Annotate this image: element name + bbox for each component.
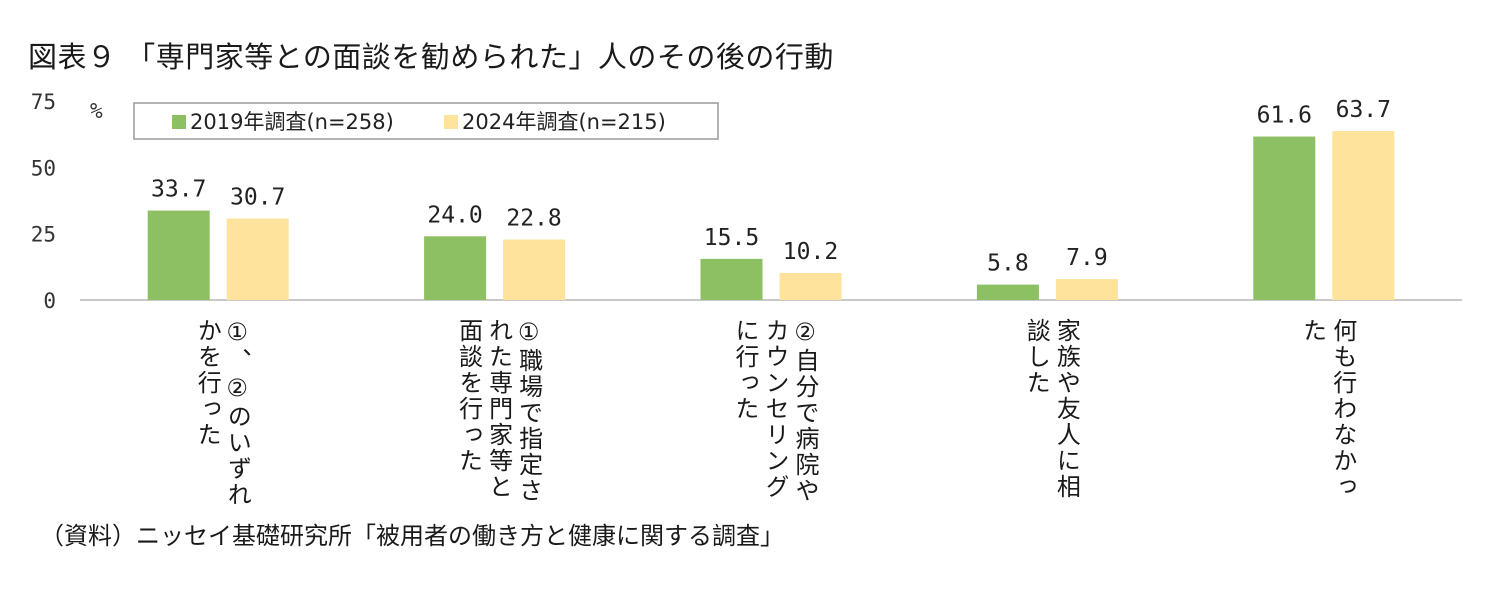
- data-label: 24.0: [427, 202, 482, 228]
- category-label: 面談を行った: [455, 318, 483, 474]
- y-tick-label: 0: [43, 289, 56, 313]
- bar-series1: [147, 210, 210, 300]
- bar-series1: [424, 236, 487, 300]
- data-label: 5.8: [987, 251, 1029, 277]
- data-label: 33.7: [151, 177, 206, 203]
- bar-series2: [1055, 279, 1118, 300]
- category-label: に行った: [731, 318, 759, 422]
- legend-box: [133, 102, 719, 140]
- data-label: 22.8: [506, 206, 561, 232]
- category-label: かを行った: [193, 318, 221, 448]
- y-tick-label: 50: [31, 156, 56, 180]
- data-label: 30.7: [230, 185, 285, 211]
- legend-swatch: [444, 115, 458, 129]
- y-tick-label: 25: [31, 223, 56, 247]
- chart-title: 図表９ 「専門家等との面談を勧められた」人のその後の行動: [28, 40, 834, 74]
- category-label: れた専門家等と: [485, 318, 513, 500]
- data-label: 63.7: [1336, 97, 1391, 123]
- data-label: 61.6: [1257, 103, 1312, 129]
- category-label: ①職場で指定さ: [515, 318, 543, 504]
- bar-series1: [700, 258, 763, 300]
- y-tick-label: 75: [31, 90, 56, 114]
- bar-series1: [1253, 136, 1316, 300]
- y-unit-label: %: [90, 99, 103, 123]
- category-label: 家族や友人に相: [1052, 318, 1080, 500]
- bar-series2: [503, 239, 566, 300]
- source-note: （資料）ニッセイ基礎研究所「被用者の働き方と健康に関する調査」: [40, 522, 784, 550]
- category-label: ①、②のいずれ: [223, 318, 251, 508]
- data-label: 7.9: [1066, 245, 1108, 271]
- category-label: た: [1299, 318, 1327, 344]
- bar-series2: [1332, 130, 1395, 300]
- category-label: ②自分で病院や: [791, 318, 819, 504]
- legend-swatch: [172, 115, 186, 129]
- bar-series2: [779, 272, 842, 300]
- bar-series1: [976, 284, 1039, 300]
- data-label: 10.2: [783, 239, 838, 265]
- category-label: 談した: [1022, 318, 1050, 396]
- bar-series2: [226, 218, 289, 300]
- legend-label: 2019年調査(n=258): [190, 110, 394, 134]
- data-label: 15.5: [704, 225, 759, 251]
- legend-label: 2024年調査(n=215): [462, 110, 666, 134]
- category-label: カウンセリング: [761, 318, 789, 500]
- category-label: 何も行わなかっ: [1329, 318, 1357, 500]
